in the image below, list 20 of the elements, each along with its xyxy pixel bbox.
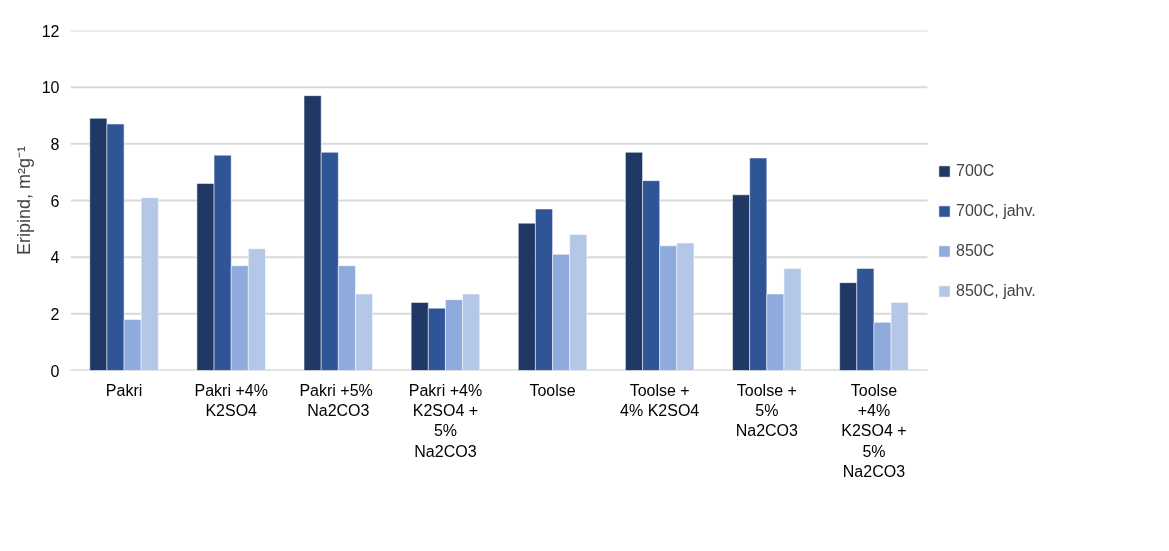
- x-tick-label: Pakri +5% Na2CO3: [299, 381, 373, 419]
- x-tick-label: Pakri: [105, 381, 143, 399]
- x-tick-label: Toolse +4% K2SO4 + 5% Na2CO3: [841, 381, 907, 481]
- y-tick-label: 8: [50, 135, 60, 153]
- x-tick-label: Pakri +4% K2SO4 + 5% Na2CO3: [408, 381, 483, 460]
- y-tick-label: 2: [50, 305, 60, 323]
- x-tick-label: Pakri +4% K2SO4: [194, 381, 268, 419]
- x-tick-label: Toolse + 4% K2SO4: [620, 381, 700, 419]
- legend-label: 850C, jahv.: [956, 282, 1036, 300]
- y-tick-label: 4: [50, 249, 60, 267]
- y-tick-label: 12: [41, 22, 60, 40]
- y-tick-label: 10: [41, 79, 60, 97]
- y-tick-label: 6: [50, 192, 60, 210]
- y-tick-label: 0: [50, 362, 60, 380]
- x-tick-label: Toolse + 5% Na2CO3: [735, 381, 799, 440]
- y-axis-title: Eripind, m²g⁻¹: [13, 145, 34, 256]
- legend-label: 700C, jahv.: [956, 202, 1036, 220]
- legend-label: 850C: [956, 242, 995, 260]
- legend-label: 700C: [956, 162, 995, 180]
- x-tick-label: Toolse: [529, 381, 576, 399]
